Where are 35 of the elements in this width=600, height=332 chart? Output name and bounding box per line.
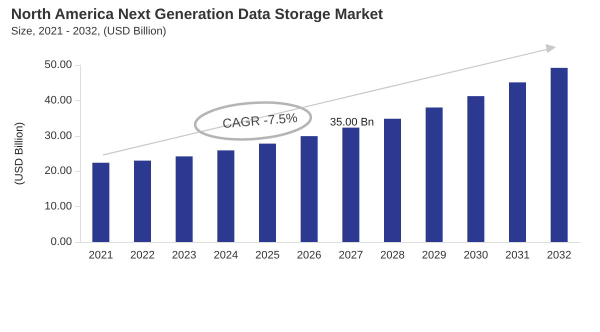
bar	[259, 144, 276, 242]
x-tick-label: 2021	[88, 250, 114, 262]
bar	[467, 96, 484, 242]
bar	[134, 160, 151, 242]
bar	[384, 118, 401, 242]
annotation: 35.00 Bn	[330, 116, 374, 128]
bar	[426, 107, 443, 242]
x-tick-label: 2026	[296, 250, 322, 262]
x-tick-label: 2024	[214, 250, 238, 262]
x-tick-label: 2027	[338, 250, 364, 262]
x-tick-label: 2032	[546, 250, 572, 262]
y-tick-label: 50.00	[44, 59, 72, 71]
chart-subtitle: Size, 2021 - 2032, (USD Billion)	[11, 26, 166, 38]
bar	[217, 150, 234, 242]
y-axis-title: (USD Billion)	[14, 122, 26, 185]
bar	[300, 136, 318, 242]
y-tick-label: 0.00	[50, 236, 72, 248]
x-tick-label: 2030	[464, 250, 488, 262]
y-tick-label: 40.00	[44, 94, 72, 106]
x-tick-label: 2031	[505, 250, 530, 262]
bar	[92, 162, 110, 242]
x-tick-label: 2022	[130, 250, 155, 262]
chart-title: North America Next Generation Data Storage Market	[11, 6, 384, 23]
y-tick-label: 20.00	[44, 165, 72, 178]
bar	[342, 128, 360, 242]
bar	[550, 68, 568, 242]
x-tick-label: 2023	[172, 250, 196, 262]
x-tick-label: 2029	[422, 250, 446, 262]
y-tick-label: 30.00	[44, 130, 72, 142]
x-tick-label: 2028	[380, 250, 405, 262]
y-tick-label: 10.00	[44, 200, 72, 213]
bar	[509, 82, 526, 242]
x-tick-label: 2025	[255, 250, 280, 262]
annotation: CAGR -7.5%	[222, 110, 298, 131]
bar	[176, 156, 193, 242]
